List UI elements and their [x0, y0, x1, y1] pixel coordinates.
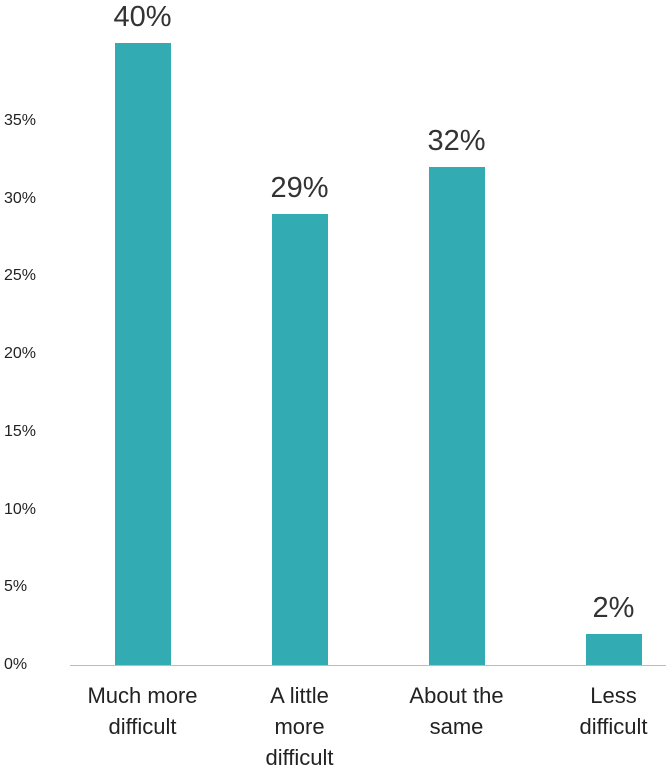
x-tick-label: A little more difficult — [265, 683, 334, 770]
y-tick-label: 15% — [4, 422, 37, 440]
value-label: 40% — [113, 1, 172, 34]
y-tick-label: 30% — [4, 189, 37, 207]
y-tick-label: 10% — [4, 500, 37, 518]
bar — [114, 43, 171, 665]
x-tick-label: About the same — [409, 683, 504, 739]
value-label: 29% — [270, 172, 329, 205]
x-tick-label: Less difficult — [579, 683, 648, 739]
value-label: 2% — [592, 591, 635, 624]
bar — [585, 633, 642, 665]
y-tick-label: 20% — [4, 345, 37, 363]
y-tick-label: 25% — [4, 267, 37, 285]
y-tick-label: 0% — [4, 656, 28, 673]
x-tick-label: Much more difficult — [87, 683, 198, 739]
x-axis — [70, 665, 666, 666]
value-label: 32% — [427, 125, 486, 158]
bar — [271, 214, 328, 665]
y-tick-label: 35% — [4, 111, 37, 129]
bar — [428, 167, 485, 665]
y-tick-label: 5% — [4, 578, 28, 596]
